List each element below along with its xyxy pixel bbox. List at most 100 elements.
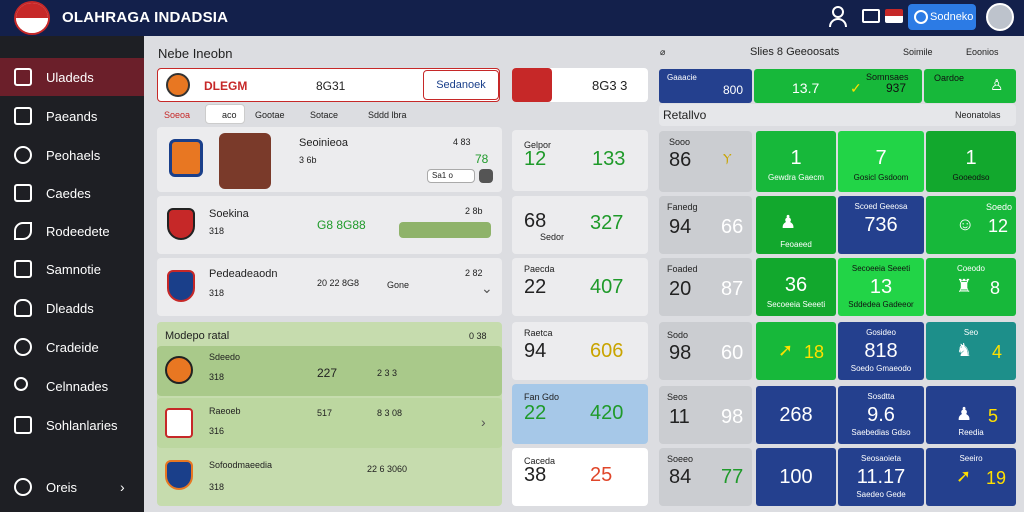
tab-1[interactable]: Soeoa — [164, 110, 191, 120]
match-bar[interactable]: DLEGM 8G31 Sedanoek — [157, 68, 500, 102]
stat-cell[interactable]: Sooo 86 Ⲩ — [659, 131, 752, 192]
boot-icon: ➚ — [778, 340, 794, 360]
avatar[interactable] — [986, 3, 1014, 31]
tab-4[interactable]: Sotace — [310, 110, 339, 120]
bolt-icon: ✓ — [850, 80, 862, 96]
stat-cell[interactable]: Fanedg 94 66 — [659, 196, 752, 254]
sidebar-item-7[interactable]: Dleadds — [0, 289, 144, 327]
tab-2[interactable]: aco — [222, 110, 237, 120]
sidebar-item-3[interactable]: Peohaels — [0, 136, 144, 174]
flag-icon[interactable] — [885, 9, 903, 23]
row-action[interactable] — [479, 169, 493, 183]
stat-cell[interactable]: 268 — [756, 386, 836, 444]
stat-cell[interactable]: Seosaoieta 11.17 Saedeo Gede — [838, 448, 924, 506]
stat-cell[interactable]: Secoeeia Seeeti 13 Sddedea Gadeeor — [838, 258, 924, 316]
stat-cell[interactable]: 36 Secoeeia Seeeti — [756, 258, 836, 316]
sidebar-item-10[interactable]: Sohlanlaries — [0, 406, 144, 444]
stat-cell[interactable]: ♟ 5 Reedia — [926, 386, 1016, 444]
player-row[interactable]: Pedeadeaodn 318 20 22 8G8 Gone 2 82 ⌄ — [157, 258, 502, 316]
stat-cell[interactable]: Coeodo ♜ 8 — [926, 258, 1016, 316]
row-value: G8 8G88 — [317, 218, 366, 232]
chevron-right-icon[interactable]: › — [481, 414, 486, 430]
club-badge-icon — [167, 270, 195, 302]
right-link-a[interactable]: Soimile — [903, 47, 933, 57]
group-row[interactable]: Raeoeb 316 517 8 3 08 › — [157, 398, 502, 448]
stat-cell[interactable]: Scoed Geeosa 736 — [838, 196, 924, 254]
player-row[interactable]: Soekina 318 G8 8G88 2 8b — [157, 196, 502, 254]
row-value: 22 6 3060 — [367, 464, 408, 474]
stat-cell[interactable]: 1 Gewdra Gaecm — [756, 131, 836, 192]
primary-action-button[interactable]: Sodneko — [908, 4, 976, 30]
stat-cell[interactable]: Seo ♞ 4 — [926, 322, 1016, 380]
trophy-icon: ♜ — [956, 276, 973, 296]
row-name: Sdeedo — [209, 352, 241, 362]
match-detail-button[interactable]: Sedanoek — [423, 70, 499, 100]
top-bar: OLAHRAGA INDADSIA Sodneko — [0, 0, 1024, 36]
club-badge-icon — [167, 208, 195, 240]
stat-cell[interactable]: Gosideo 818 Soedo Gmaeodo — [838, 322, 924, 380]
row-tag: 2 3 3 — [377, 368, 398, 378]
sidebar-item-8[interactable]: Cradeide — [0, 328, 144, 366]
info-icon[interactable]: ⌀ — [660, 47, 666, 57]
card-icon[interactable] — [862, 9, 880, 23]
stat-cell[interactable]: Seeiro ➚ 19 — [926, 448, 1016, 506]
stat-cell[interactable]: Sodo 98 60 — [659, 322, 752, 380]
sidebar-item-6[interactable]: Samnotie — [0, 250, 144, 288]
stat-cell[interactable]: Soeeo 84 77 — [659, 448, 752, 506]
right-link-b[interactable]: Eoonios — [966, 47, 999, 57]
team-name: DLEGM — [204, 79, 248, 93]
score-cell[interactable]: 12 133 Gelpor — [512, 130, 648, 191]
club-badge-icon — [165, 356, 193, 384]
tab-5[interactable]: Sddd lbra — [368, 110, 407, 120]
sidebar-item-9[interactable]: Celnnades — [0, 367, 144, 405]
row-meta: 318 — [209, 288, 225, 298]
sidebar-item-2[interactable]: Paeands — [0, 97, 144, 135]
score-value: 8G3 3 — [592, 78, 628, 93]
stat-tile[interactable]: Oardoe ♙ — [924, 69, 1016, 103]
row-value: 227 — [317, 366, 338, 380]
sidebar-item-4[interactable]: Caedes — [0, 174, 144, 212]
stat-cell[interactable]: ☺ 12 Soedo — [926, 196, 1016, 254]
stat-cell[interactable]: Sosdtta 9.6 Saebedias Gdso — [838, 386, 924, 444]
row-meta: 316 — [209, 426, 225, 436]
stat-cell[interactable]: 100 — [756, 448, 836, 506]
chevron-down-icon[interactable]: ⌄ — [481, 280, 493, 296]
group-row[interactable]: Sofoodmaeedia 318 22 6 3060 — [157, 450, 502, 504]
user-icon[interactable] — [828, 6, 848, 28]
sidebar: Uladeds Paeands Peohaels Caedes Rodeedet… — [0, 36, 144, 512]
group-row[interactable]: Sdeedo 318 227 2 3 3 — [157, 346, 502, 396]
stat-cell[interactable]: ♟ Feoaeed — [756, 196, 836, 254]
player-photo — [219, 133, 271, 189]
stat-cell[interactable]: Seos 11 98 — [659, 386, 752, 444]
stat-cell[interactable]: Foaded 20 87 — [659, 258, 752, 316]
row-meta: 318 — [209, 482, 225, 492]
sidebar-footer[interactable]: Oreis › — [0, 468, 144, 506]
stat-cell[interactable]: ➚ 18 — [756, 322, 836, 380]
stat-cell[interactable]: 7 Gosicl Gsdoom — [838, 131, 924, 192]
score-top[interactable]: 8G3 3 — [512, 68, 648, 102]
club-badge-icon — [165, 460, 193, 490]
row-name: Soekina — [209, 208, 249, 220]
clock-icon — [14, 338, 32, 356]
stat-tile[interactable]: 13.7 ✓ 937 Somnsaes — [754, 69, 922, 103]
trophy-icon: Ⲩ — [723, 151, 732, 165]
row-value: 20 22 8G8 — [317, 278, 360, 288]
stat-tile[interactable]: Gaaacie 800 — [659, 69, 752, 103]
main-heading: Nebe Ineobn — [158, 46, 233, 61]
flag-logo[interactable] — [14, 1, 50, 35]
row-meta: 318 — [209, 372, 225, 382]
score-cell[interactable]: Caceda 38 25 — [512, 448, 648, 506]
sidebar-item-1[interactable]: Uladeds — [0, 58, 144, 96]
row-name: Raeoeb — [209, 406, 241, 416]
score-cell[interactable]: Raetca 94 606 — [512, 322, 648, 380]
tab-3[interactable]: Gootae — [255, 110, 285, 120]
score-cell[interactable]: Paecda 22 407 — [512, 258, 648, 316]
row-count: 4 83 — [453, 137, 471, 147]
sidebar-item-5[interactable]: Rodeedete — [0, 212, 144, 250]
player-row[interactable]: Seoinieoa 4 83 3 6b 78 Sa1 o — [157, 127, 502, 192]
app-title: OLAHRAGA INDADSIA — [62, 9, 229, 26]
stat-cell[interactable]: 1 Gooeodso — [926, 131, 1016, 192]
calendar-icon — [14, 260, 32, 278]
score-cell[interactable]: Fan Gdo 22 420 — [512, 384, 648, 444]
score-cell[interactable]: 68 327 Sedor — [512, 196, 648, 254]
